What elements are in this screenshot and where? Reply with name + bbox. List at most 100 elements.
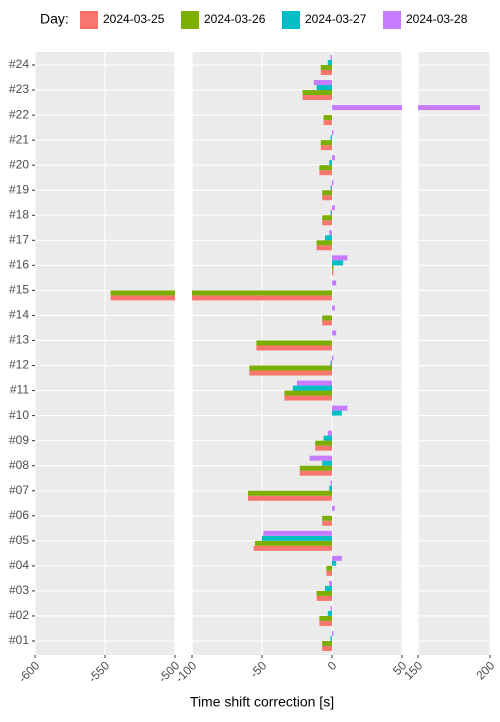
- x-tick-label: -550: [85, 658, 112, 685]
- bar: [110, 290, 175, 296]
- y-tick-label: #16: [9, 258, 29, 272]
- x-tick-label: 150: [401, 658, 425, 682]
- y-tick-label: #24: [9, 57, 29, 71]
- panel-bars: [110, 290, 175, 301]
- bar: [284, 390, 332, 396]
- bar: [316, 245, 332, 251]
- bar: [329, 230, 332, 236]
- bar: [320, 70, 332, 75]
- bar: [255, 540, 332, 546]
- bar: [323, 115, 332, 121]
- y-tick-label: #08: [9, 458, 29, 472]
- legend-label: 2024-03-27: [305, 12, 367, 26]
- y-tick-label: #11: [10, 383, 29, 397]
- bar: [332, 505, 335, 511]
- bar: [327, 430, 332, 436]
- bar: [322, 641, 332, 646]
- y-tick-label: #18: [9, 207, 29, 221]
- bar: [319, 165, 332, 171]
- bar: [418, 105, 480, 111]
- bar: [322, 315, 332, 321]
- bar: [316, 240, 332, 246]
- y-tick-label: #02: [9, 608, 29, 622]
- bar: [322, 195, 332, 201]
- bar: [319, 615, 332, 621]
- legend-key: [181, 11, 199, 29]
- bar: [326, 570, 332, 576]
- bar: [256, 340, 332, 346]
- bar: [302, 90, 332, 96]
- bar: [253, 545, 332, 551]
- bar: [322, 515, 332, 521]
- panel-bars: [418, 105, 480, 111]
- x-tick-label: 200: [473, 658, 497, 682]
- y-tick-label: #13: [9, 333, 29, 347]
- bar: [316, 595, 332, 601]
- legend-key: [383, 11, 401, 29]
- y-tick-label: #21: [9, 132, 29, 146]
- bar: [322, 646, 332, 651]
- bar: [323, 120, 332, 126]
- y-tick-label: #10: [9, 408, 29, 422]
- panel-background: [192, 52, 402, 655]
- x-tick-label: -100: [172, 658, 199, 685]
- bar: [284, 395, 332, 401]
- bar: [332, 305, 335, 311]
- bar: [315, 440, 332, 446]
- bar: [332, 330, 337, 336]
- x-tick-label: -600: [15, 658, 42, 685]
- bar: [332, 405, 348, 411]
- bar: [330, 605, 332, 611]
- bar: [332, 555, 342, 561]
- bar: [329, 485, 332, 491]
- bar: [332, 280, 337, 286]
- bar: [332, 205, 335, 211]
- bar: [249, 370, 332, 376]
- y-tick-label: #14: [9, 308, 29, 322]
- legend-key: [282, 11, 300, 29]
- bar: [327, 610, 332, 616]
- y-tick-label: #09: [9, 433, 29, 447]
- bar: [319, 620, 332, 626]
- bar: [332, 255, 348, 261]
- bar: [330, 185, 332, 191]
- legend-label: 2024-03-28: [406, 12, 468, 26]
- legend-label: 2024-03-25: [103, 12, 165, 26]
- bar: [320, 140, 332, 146]
- bar: [248, 490, 332, 496]
- bar: [332, 355, 334, 361]
- bar: [319, 170, 332, 176]
- bar: [325, 585, 332, 591]
- x-tick-label: 0: [325, 658, 340, 673]
- bar: [256, 345, 332, 351]
- bar: [332, 260, 344, 266]
- y-tick-label: #07: [9, 483, 29, 497]
- bar: [332, 631, 334, 636]
- bar: [292, 385, 332, 391]
- bar: [302, 95, 332, 101]
- bar: [326, 565, 332, 571]
- bar: [297, 380, 332, 386]
- bar: [330, 135, 332, 141]
- bar: [332, 105, 402, 111]
- bar: [322, 215, 332, 221]
- y-tick-label: #23: [9, 82, 29, 96]
- bar: [320, 145, 332, 151]
- bar: [330, 480, 332, 486]
- y-tick-label: #17: [9, 232, 29, 246]
- bar: [316, 85, 332, 91]
- bar: [330, 55, 332, 60]
- bar: [322, 460, 332, 466]
- bar: [327, 60, 332, 65]
- y-tick-label: #06: [9, 508, 29, 522]
- bar: [330, 636, 332, 641]
- bar: [330, 210, 332, 216]
- bar: [192, 290, 333, 296]
- bar: [322, 320, 332, 326]
- bar: [332, 560, 337, 566]
- bar: [263, 530, 332, 536]
- bar: [329, 580, 332, 586]
- bar: [320, 65, 332, 70]
- legend-title: Day:: [40, 11, 69, 27]
- bar: [192, 295, 333, 301]
